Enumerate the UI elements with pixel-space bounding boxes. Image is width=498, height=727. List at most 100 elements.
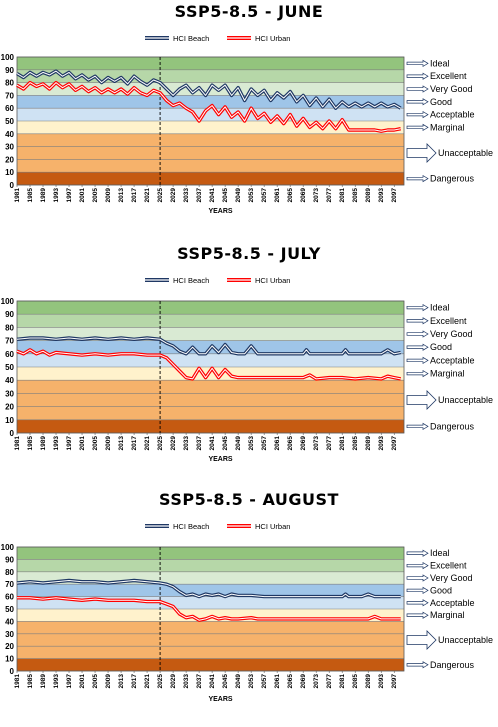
category-label: Excellent <box>430 71 467 81</box>
x-tick-label: 2041 <box>209 674 216 689</box>
plot-frame <box>16 300 405 434</box>
category-arrow <box>406 59 429 68</box>
legend-label-2: HCI Urban <box>255 34 290 43</box>
category-arrow <box>406 303 429 312</box>
series-1 <box>16 336 402 356</box>
x-tick-label: 2037 <box>196 436 203 451</box>
x-tick-label: 2073 <box>313 436 320 451</box>
x-tick-label: 2021 <box>144 674 151 689</box>
category-label: Dangerous <box>430 660 475 670</box>
x-tick-label: 2049 <box>235 674 242 689</box>
x-tick-label: 2013 <box>118 674 125 689</box>
y-tick-label: 20 <box>5 403 14 412</box>
chart-title: SSP5-8.5 - JUNE <box>175 2 324 21</box>
category-label: Dangerous <box>430 421 475 431</box>
category-ideal: Ideal <box>406 58 450 68</box>
band-unacceptable <box>17 621 404 659</box>
x-tick-label: 2005 <box>92 674 99 689</box>
x-tick-label: 1981 <box>14 188 21 203</box>
category-label: Acceptable <box>430 355 475 365</box>
category-arrow <box>406 98 429 106</box>
x-tick-label: 2061 <box>274 674 281 689</box>
x-tick-label: 2033 <box>183 436 190 451</box>
category-arrow <box>406 330 429 338</box>
category-label: Marginal <box>430 122 465 132</box>
category-arrow <box>406 574 429 582</box>
category-excellent: Excellent <box>406 316 467 326</box>
y-tick-label: 10 <box>5 655 14 664</box>
category-arrow <box>406 422 429 431</box>
series-1 <box>16 69 402 110</box>
category-very-good: Very Good <box>406 84 473 94</box>
category-label: Acceptable <box>430 110 475 120</box>
x-tick-label: 2001 <box>79 436 86 451</box>
x-tick-label: 2009 <box>105 436 112 451</box>
x-tick-label: 1985 <box>27 674 34 689</box>
x-axis-label: YEARS <box>208 696 232 703</box>
category-arrow <box>406 661 429 669</box>
x-tick-label: 1997 <box>66 188 73 203</box>
category-arrow <box>406 85 429 93</box>
category-label: Excellent <box>430 316 467 326</box>
x-tick-label: 2069 <box>300 674 307 689</box>
category-label: Marginal <box>430 610 465 620</box>
y-tick-label: 90 <box>5 310 14 319</box>
category-arrow <box>406 611 429 619</box>
category-marginal: Marginal <box>406 369 465 379</box>
series-line-core <box>16 580 401 598</box>
band-unacceptable <box>17 133 404 173</box>
series-line-core <box>16 349 401 380</box>
x-tick-label: 2001 <box>79 188 86 203</box>
category-label: Very Good <box>430 329 473 339</box>
x-tick-label: 2097 <box>391 674 398 689</box>
x-tick-label: 2025 <box>157 188 164 203</box>
legend-label-2: HCI Urban <box>255 276 290 285</box>
x-tick-label: 2097 <box>391 188 398 203</box>
x-tick-label: 2033 <box>183 674 190 689</box>
category-unacceptable: Unacceptable <box>406 630 493 650</box>
category-arrow <box>406 123 429 132</box>
category-label: Unacceptable <box>438 148 493 158</box>
x-tick-label: 2089 <box>365 674 372 689</box>
series-2 <box>16 348 402 381</box>
x-tick-label: 2053 <box>248 436 255 451</box>
x-tick-label: 2009 <box>105 188 112 203</box>
y-tick-label: 10 <box>5 168 14 177</box>
y-tick-label: 70 <box>5 580 14 589</box>
category-very-good: Very Good <box>406 573 473 583</box>
band-dangerous <box>17 658 404 671</box>
y-tick-label: 90 <box>5 66 14 75</box>
x-tick-label: 1993 <box>53 188 60 203</box>
category-good: Good <box>406 97 452 107</box>
x-tick-label: 2093 <box>378 188 385 203</box>
x-tick-label: 2013 <box>118 188 125 203</box>
x-tick-label: 2093 <box>378 436 385 451</box>
x-tick-label: 2009 <box>105 674 112 689</box>
x-tick-label: 1997 <box>66 436 73 451</box>
x-tick-label: 2021 <box>144 188 151 203</box>
y-tick-label: 40 <box>5 376 14 385</box>
category-arrow <box>406 630 437 650</box>
x-tick-label: 2069 <box>300 436 307 451</box>
x-tick-label: 2057 <box>261 674 268 689</box>
x-tick-label: 2041 <box>209 188 216 203</box>
x-tick-label: 1989 <box>40 188 47 203</box>
category-arrow <box>406 72 429 80</box>
y-tick-label: 30 <box>5 389 14 398</box>
x-tick-label: 2085 <box>352 436 359 451</box>
x-tick-label: 2057 <box>261 188 268 203</box>
category-label: Unacceptable <box>438 395 493 405</box>
y-tick-label: 80 <box>5 568 14 577</box>
plot-frame <box>16 56 405 186</box>
category-unacceptable: Unacceptable <box>406 143 493 163</box>
band-ideal <box>17 301 404 315</box>
y-tick-label: 80 <box>5 79 14 88</box>
category-acceptable: Acceptable <box>406 110 475 120</box>
x-tick-label: 2061 <box>274 436 281 451</box>
x-tick-label: 2081 <box>339 188 346 203</box>
y-tick-label: 100 <box>1 53 15 62</box>
category-label: Very Good <box>430 84 473 94</box>
x-tick-label: 1993 <box>53 436 60 451</box>
category-label: Acceptable <box>430 598 475 608</box>
x-tick-label: 2065 <box>287 188 294 203</box>
